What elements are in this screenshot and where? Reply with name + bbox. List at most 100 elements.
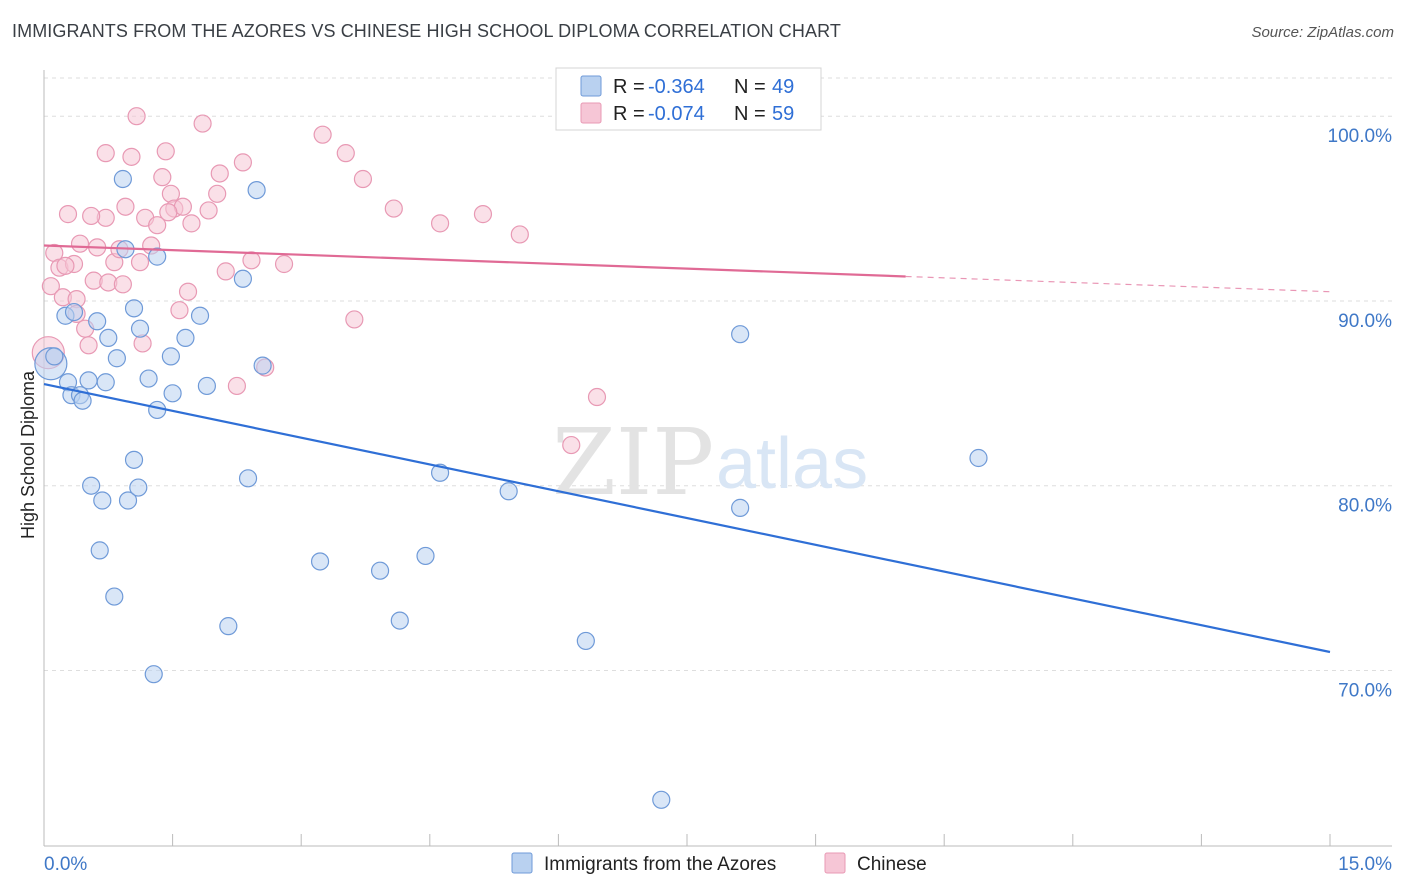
legend-swatch-pink — [580, 102, 602, 124]
trend-line-chinese-extension — [905, 275, 1331, 293]
point-azores-31 — [90, 541, 109, 560]
point-chinese-27 — [193, 114, 212, 133]
point-azores-22 — [190, 306, 210, 325]
point-azores-10 — [96, 373, 115, 392]
point-chinese-8 — [70, 234, 90, 253]
series-legend-label-blue: Immigrants from the Azores — [544, 854, 776, 875]
point-azores-44 — [969, 448, 988, 468]
legend-n-label-blue: N = — [734, 76, 766, 98]
tick-labels: 70.0% 80.0% 90.0% 100.0% 0.0% 15.0% — [44, 126, 1392, 875]
series-legend-label-pink: Chinese — [857, 854, 927, 875]
point-azores-25 — [233, 269, 253, 288]
point-azores-47 — [107, 349, 126, 368]
point-chinese-50 — [199, 201, 218, 220]
point-azores-33 — [144, 665, 163, 684]
point-azores-24 — [247, 180, 266, 200]
point-chinese-56 — [274, 254, 294, 274]
point-azores-12 — [113, 169, 132, 189]
point-chinese-45 — [153, 168, 172, 187]
point-chinese-18 — [130, 253, 150, 272]
point-chinese-42 — [587, 387, 607, 407]
point-chinese-36 — [353, 169, 373, 189]
point-azores-11 — [99, 328, 118, 348]
point-chinese-44 — [127, 107, 146, 126]
legend-n-label-pink: N = — [734, 103, 766, 125]
legend-n-value-pink: 59 — [772, 103, 794, 125]
point-chinese-21 — [148, 216, 167, 235]
watermark-atlas: atlas — [716, 424, 868, 504]
y-tick-label-100: 100.0% — [1328, 126, 1393, 147]
point-chinese-22 — [156, 142, 175, 161]
point-chinese-35 — [336, 144, 355, 163]
x-tick-label-max: 15.0% — [1338, 854, 1392, 875]
series-legend: Immigrants from the Azores Chinese — [511, 852, 927, 875]
point-azores-3 — [64, 302, 84, 322]
point-azores-28 — [118, 491, 138, 510]
point-chinese-39 — [430, 214, 450, 233]
point-azores-15 — [130, 319, 150, 338]
point-azores-37 — [370, 561, 390, 580]
point-chinese-31 — [233, 153, 253, 172]
series-legend-swatch-blue — [511, 852, 533, 874]
point-azores-34 — [219, 617, 238, 636]
y-tick-label-90: 90.0% — [1338, 311, 1392, 332]
point-chinese-43 — [562, 435, 581, 455]
y-tick-label-80: 80.0% — [1338, 496, 1392, 517]
point-chinese-51 — [210, 164, 229, 183]
point-chinese-17 — [113, 275, 132, 294]
point-azores-9 — [82, 476, 101, 495]
point-azores-43 — [731, 498, 750, 517]
point-chinese-55 — [170, 301, 189, 320]
trend-line-chinese — [43, 244, 906, 278]
point-azores-30 — [129, 478, 148, 497]
chart-title: IMMIGRANTS FROM THE AZORES VS CHINESE HI… — [12, 21, 841, 41]
point-azores-16 — [139, 369, 158, 388]
point-chinese-40 — [473, 205, 493, 224]
point-chinese-5 — [58, 205, 78, 224]
point-azores-21 — [176, 328, 195, 348]
point-chinese-57 — [159, 203, 178, 222]
legend-swatch-blue — [580, 75, 602, 97]
point-azores-32 — [105, 587, 124, 606]
point-chinese-48 — [82, 206, 101, 226]
point-azores-18 — [161, 347, 180, 366]
point-azores-26 — [253, 356, 272, 375]
point-chinese-32 — [242, 251, 261, 270]
watermark: ZIP atlas — [552, 409, 868, 516]
point-azores-7 — [79, 371, 98, 390]
point-chinese-1 — [41, 277, 60, 296]
y-tick-label-70: 70.0% — [1338, 680, 1392, 701]
series-legend-swatch-pink — [824, 852, 846, 874]
point-chinese-53 — [116, 197, 135, 216]
point-azores-41 — [499, 482, 518, 501]
point-chinese-47 — [96, 144, 115, 163]
point-azores-27 — [93, 491, 112, 510]
source-label: Source: ZipAtlas.com — [1251, 24, 1394, 41]
x-tick-label-min: 0.0% — [44, 854, 87, 875]
point-chinese-54 — [178, 282, 198, 301]
point-azores-48 — [45, 347, 64, 366]
point-azores-42 — [731, 325, 750, 344]
point-azores-6 — [73, 391, 92, 410]
trend-line-azores — [43, 383, 1331, 654]
point-chinese-10 — [79, 336, 98, 355]
point-azores-36 — [310, 552, 330, 571]
axes — [43, 70, 1392, 847]
trend-lines — [43, 244, 1331, 654]
y-axis-label: High School Diploma — [18, 370, 38, 539]
point-azores-29 — [124, 450, 144, 469]
legend-r-value-pink: -0.074 — [648, 103, 705, 125]
point-azores-20 — [148, 247, 167, 266]
point-azores-8 — [88, 312, 107, 331]
legend-r-label-pink: R = — [613, 103, 645, 125]
legend-r-value-blue: -0.364 — [648, 76, 705, 98]
point-chinese-52 — [133, 334, 152, 353]
point-azores-14 — [124, 299, 144, 318]
point-azores-39 — [416, 546, 435, 566]
point-chinese-28 — [208, 184, 227, 203]
data-points — [31, 107, 988, 809]
point-chinese-46 — [122, 147, 141, 166]
point-chinese-41 — [510, 225, 529, 244]
legend-r-label-blue: R = — [613, 76, 645, 98]
point-azores-38 — [390, 611, 409, 630]
